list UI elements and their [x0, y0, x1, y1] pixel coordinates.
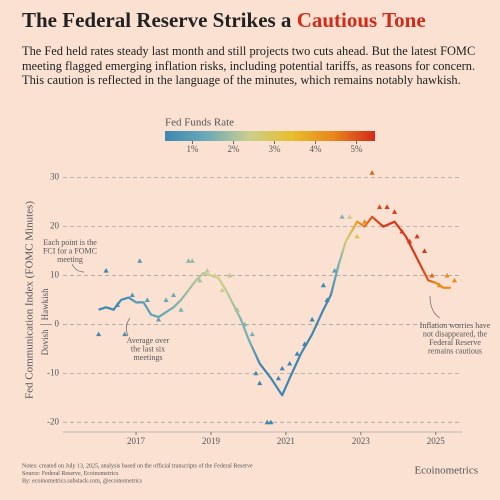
meeting-point: [294, 351, 300, 356]
y-axis-label: Fed Communication Index (FOMC Minutes): [24, 201, 36, 399]
meeting-point: [234, 307, 240, 312]
meeting-point: [287, 360, 293, 366]
colorbar-tick-label: 2%: [227, 144, 240, 154]
meeting-point: [114, 302, 120, 307]
meeting-point: [144, 297, 150, 302]
meeting-point: [155, 316, 162, 322]
meeting-point: [436, 282, 443, 288]
annotation: Average over: [127, 336, 170, 345]
y-tick-label: 20: [50, 221, 60, 231]
meeting-point: [185, 258, 192, 263]
meeting-point: [163, 297, 169, 302]
meeting-point: [212, 272, 218, 278]
meeting-point: [361, 219, 368, 224]
meeting-point: [354, 233, 360, 239]
colorbar-tick-label: 3%: [269, 144, 282, 154]
meeting-point: [103, 268, 109, 273]
meeting-point: [444, 272, 450, 278]
annotation: remains cautious: [428, 346, 482, 355]
meeting-point: [242, 321, 248, 327]
meeting-point: [279, 365, 285, 371]
note: Source: Federal Reserve, Ecoinometrics: [22, 471, 119, 477]
average-line: [98, 215, 451, 397]
colorbar: [165, 131, 375, 141]
annotation: meetings: [134, 353, 163, 362]
meeting-point: [268, 419, 274, 425]
annotation: meeting: [57, 255, 83, 264]
annotation: Inflation worries have: [420, 321, 491, 330]
colorbar-title: Fed Funds Rate: [165, 117, 234, 129]
meeting-point: [197, 277, 203, 283]
meeting-point: [324, 297, 330, 302]
hawkish-label: Hawkish: [40, 288, 50, 320]
meeting-point: [122, 331, 128, 337]
meeting-point: [189, 258, 195, 263]
meeting-point: [178, 307, 184, 312]
title-text: The Federal Reserve Strikes a: [22, 8, 297, 32]
meeting-point: [332, 268, 338, 273]
meeting-point: [204, 268, 210, 273]
annotation-arrow: [429, 295, 441, 319]
chart-title: The Federal Reserve Strikes a Cautious T…: [22, 8, 426, 33]
annotation: FCI for a FOMC: [43, 246, 97, 255]
x-tick-label: 2021: [277, 436, 295, 446]
meeting-point: [369, 170, 375, 175]
brand: Ecoinometrics: [414, 465, 478, 477]
meeting-point: [429, 272, 435, 278]
meeting-point: [257, 380, 263, 386]
meeting-point: [399, 228, 405, 234]
meeting-point: [302, 341, 308, 346]
meeting-point: [347, 214, 353, 219]
meeting-point: [129, 292, 135, 298]
meeting-point: [170, 292, 177, 298]
meeting-point: [376, 204, 383, 210]
y-tick-label: 10: [50, 270, 60, 280]
meeting-point: [391, 209, 398, 214]
annotation: not disappeared, the: [423, 329, 488, 338]
y-tick-label: -20: [47, 416, 59, 426]
meeting-point: [320, 282, 326, 288]
meeting-point: [414, 233, 420, 239]
annotation-arrow: [126, 317, 131, 337]
x-tick-label: 2025: [427, 436, 446, 446]
title-highlight: Cautious Tone: [296, 8, 426, 32]
meeting-point: [451, 277, 458, 283]
meeting-point: [309, 316, 315, 322]
meeting-point: [421, 248, 428, 254]
colorbar-tick-label: 4%: [310, 144, 323, 154]
meeting-point: [253, 370, 259, 376]
annotation: the last six: [131, 344, 165, 353]
x-tick-label: 2023: [352, 436, 371, 446]
subtitle: The Fed held rates steady last month and…: [22, 44, 476, 87]
colorbar-tick-label: 5%: [351, 144, 364, 154]
x-tick-label: 2019: [202, 436, 221, 446]
note: By: ecoinometrics.substack.com, @ecoinom…: [22, 478, 143, 484]
meeting-point: [137, 258, 143, 263]
meeting-point: [227, 272, 233, 278]
meeting-point: [95, 331, 102, 337]
meeting-point: [384, 204, 390, 210]
meeting-point: [406, 238, 413, 244]
y-tick-label: -10: [47, 367, 59, 377]
y-tick-label: 0: [55, 318, 60, 328]
annotation: Federal Reserve: [429, 338, 481, 347]
y-tick-label: 30: [50, 172, 60, 182]
annotation: Each point is the: [43, 238, 97, 247]
meeting-point: [339, 214, 345, 219]
dovish-label: Dovish: [40, 329, 50, 356]
annotation-arrow: [71, 263, 85, 273]
meeting-point: [264, 419, 270, 425]
meeting-point: [219, 287, 225, 293]
note: Notes: created on July 13, 2025, analysi…: [22, 462, 253, 469]
x-tick-label: 2017: [127, 436, 146, 446]
colorbar-tick-label: 1%: [186, 144, 199, 154]
meeting-point: [275, 375, 282, 381]
meeting-point: [249, 331, 255, 337]
